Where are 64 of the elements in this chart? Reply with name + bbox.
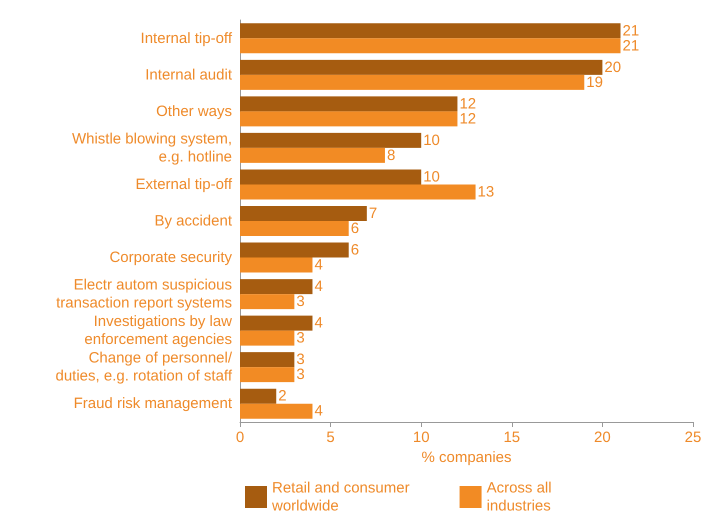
bar bbox=[240, 258, 312, 273]
bar bbox=[240, 169, 422, 184]
data-label: 10 bbox=[423, 132, 440, 149]
x-axis-title: % companies bbox=[421, 449, 512, 466]
x-tick-label: 10 bbox=[412, 429, 430, 446]
data-label: 12 bbox=[459, 95, 476, 112]
bar bbox=[240, 184, 476, 200]
bar bbox=[240, 111, 458, 126]
y-tick-label: Electr autom suspicious transaction report systems bbox=[56, 276, 232, 312]
data-label: 19 bbox=[586, 74, 603, 91]
y-tick-label: Fraud risk management bbox=[74, 395, 233, 412]
data-label: 4 bbox=[314, 278, 323, 296]
bar bbox=[240, 352, 294, 368]
x-tick-label: 20 bbox=[594, 429, 611, 446]
data-label: 13 bbox=[478, 183, 494, 200]
data-label: 2 bbox=[278, 388, 287, 405]
bar bbox=[240, 404, 312, 419]
data-label: 6 bbox=[350, 220, 360, 237]
data-label: 3 bbox=[296, 293, 305, 310]
bar bbox=[240, 38, 621, 54]
data-label: 4 bbox=[314, 314, 323, 332]
y-tick-label: Other ways bbox=[156, 102, 232, 120]
data-label: 21 bbox=[622, 37, 640, 54]
bar bbox=[240, 316, 312, 331]
y-tick-label: Whistle blowing system, e.g. hotline bbox=[72, 130, 232, 166]
bar bbox=[240, 96, 458, 112]
x-tick-label: 5 bbox=[326, 429, 335, 446]
data-label: 4 bbox=[314, 256, 323, 274]
data-label: 3 bbox=[296, 330, 305, 347]
x-tick-label: 0 bbox=[236, 429, 244, 446]
bar bbox=[240, 242, 349, 258]
y-tick-label: Internal tip-off bbox=[140, 30, 233, 47]
bar bbox=[240, 23, 621, 38]
y-tick-label: Investigations by law enforcement agencies bbox=[84, 313, 232, 348]
bar bbox=[240, 74, 584, 90]
y-tick-label: By accident bbox=[154, 212, 233, 230]
data-label: 3 bbox=[296, 366, 305, 384]
y-tick-label: Change of personnel/ duties, e.g. rotation of staff bbox=[56, 350, 233, 385]
bar bbox=[240, 60, 602, 75]
data-label: 21 bbox=[622, 22, 640, 40]
bar bbox=[240, 206, 367, 221]
bar bbox=[240, 330, 294, 346]
bar bbox=[240, 279, 312, 294]
bar bbox=[240, 148, 385, 163]
y-tick-label: Internal audit bbox=[145, 66, 233, 84]
x-tick-label: 25 bbox=[684, 429, 702, 446]
data-label: 6 bbox=[350, 242, 360, 259]
x-tick-label: 15 bbox=[503, 429, 520, 446]
bar bbox=[240, 132, 422, 148]
data-label: 10 bbox=[423, 168, 440, 186]
data-label: 4 bbox=[314, 402, 323, 420]
legend-label: Across all industries bbox=[486, 480, 552, 514]
bar bbox=[240, 221, 349, 236]
data-label: 7 bbox=[368, 205, 378, 222]
y-tick-label: Corporate security bbox=[109, 249, 232, 266]
data-label: 20 bbox=[604, 58, 622, 76]
data-label: 8 bbox=[386, 146, 396, 164]
bar bbox=[240, 367, 294, 382]
data-label: 12 bbox=[459, 110, 476, 128]
data-label: 3 bbox=[296, 351, 305, 368]
legend-label: Retail and consumer worldwide bbox=[271, 480, 410, 514]
bar bbox=[240, 294, 294, 310]
bar bbox=[240, 388, 276, 404]
y-tick-label: External tip-off bbox=[136, 176, 233, 193]
